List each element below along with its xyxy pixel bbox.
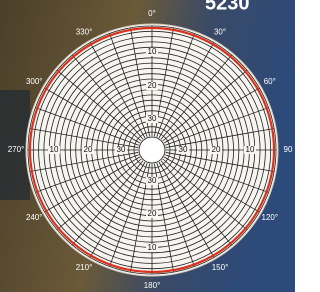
radial-label: 20 [84,145,93,154]
radial-label: 20 [148,81,157,90]
angle-label: 180° [144,281,161,290]
radial-label: 10 [50,145,59,154]
angle-label: 330° [76,27,93,36]
angle-label: 150° [212,263,229,272]
header-text: 5230 [205,0,250,14]
radial-label: 10 [246,145,255,154]
radial-label: 30 [148,176,157,185]
radial-label: 20 [148,209,157,218]
center-hole [139,137,165,163]
angle-label: 0° [148,9,156,18]
radial-label: 20 [212,145,221,154]
angle-label: 240° [26,213,43,222]
radial-label: 10 [148,47,157,56]
radial-label: 30 [148,114,157,123]
angle-label: 300° [26,77,43,86]
radial-label: 10 [148,243,157,252]
angle-label: 60° [264,77,276,86]
angle-label: 210° [76,263,93,272]
angle-label: 270° [8,145,25,154]
polar-disc-photo: 5230 0° 30° 60° 90 120° 150° 180° 210° 240° 270° 3… [0,0,295,292]
angle-label: 120° [262,213,279,222]
radial-label: 30 [179,145,188,154]
angle-label: 90 [284,145,293,154]
radial-label: 30 [117,145,126,154]
angle-label: 30° [214,27,226,36]
